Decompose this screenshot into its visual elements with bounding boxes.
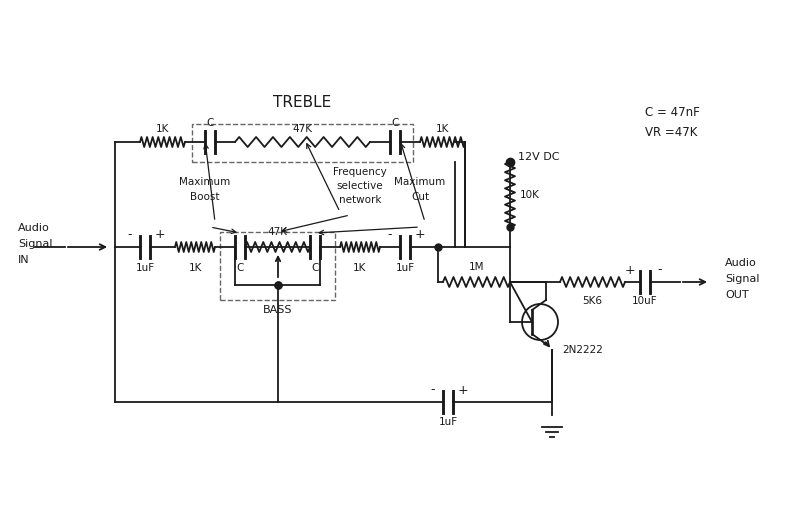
Text: 12V DC: 12V DC xyxy=(518,152,559,162)
Text: Maximum: Maximum xyxy=(394,177,446,187)
Text: selective: selective xyxy=(337,181,383,191)
Text: 2N2222: 2N2222 xyxy=(562,345,603,355)
Text: 1K: 1K xyxy=(436,124,449,134)
Text: Audio: Audio xyxy=(18,223,50,233)
Text: 1K: 1K xyxy=(354,263,366,273)
Text: C: C xyxy=(206,118,214,128)
Text: 10uF: 10uF xyxy=(632,296,658,306)
Text: C: C xyxy=(236,263,244,273)
Bar xyxy=(220,232,335,300)
Text: Boost: Boost xyxy=(190,192,220,202)
Text: Audio: Audio xyxy=(725,258,757,268)
Text: +: + xyxy=(625,263,635,277)
Text: C: C xyxy=(311,263,318,273)
Text: +: + xyxy=(154,229,166,242)
Text: Signal: Signal xyxy=(18,239,53,249)
Text: 1M: 1M xyxy=(469,262,484,272)
Text: 1uF: 1uF xyxy=(438,417,458,427)
Text: +: + xyxy=(414,229,426,242)
Text: TREBLE: TREBLE xyxy=(274,95,332,110)
Text: VR =47K: VR =47K xyxy=(645,126,698,138)
Text: -: - xyxy=(128,229,132,242)
Bar xyxy=(192,124,413,162)
Text: -: - xyxy=(430,384,435,396)
Text: Cut: Cut xyxy=(411,192,429,202)
Text: Frequency: Frequency xyxy=(333,167,387,177)
Text: 1uF: 1uF xyxy=(135,263,154,273)
Text: +: + xyxy=(458,384,468,396)
Text: C: C xyxy=(391,118,398,128)
Text: Maximum: Maximum xyxy=(179,177,230,187)
Text: 47K: 47K xyxy=(267,227,287,237)
Text: 1uF: 1uF xyxy=(395,263,414,273)
Text: C = 47nF: C = 47nF xyxy=(645,105,700,119)
Text: 10K: 10K xyxy=(520,189,540,200)
Text: 1K: 1K xyxy=(156,124,169,134)
Text: IN: IN xyxy=(18,255,30,265)
Text: -: - xyxy=(388,229,392,242)
Text: 1K: 1K xyxy=(188,263,202,273)
Text: network: network xyxy=(338,195,382,205)
Text: BASS: BASS xyxy=(262,305,292,315)
Text: 5K6: 5K6 xyxy=(582,296,602,306)
Text: -: - xyxy=(658,263,662,277)
Text: 47K: 47K xyxy=(293,124,313,134)
Text: Signal: Signal xyxy=(725,274,759,284)
Text: OUT: OUT xyxy=(725,290,749,300)
